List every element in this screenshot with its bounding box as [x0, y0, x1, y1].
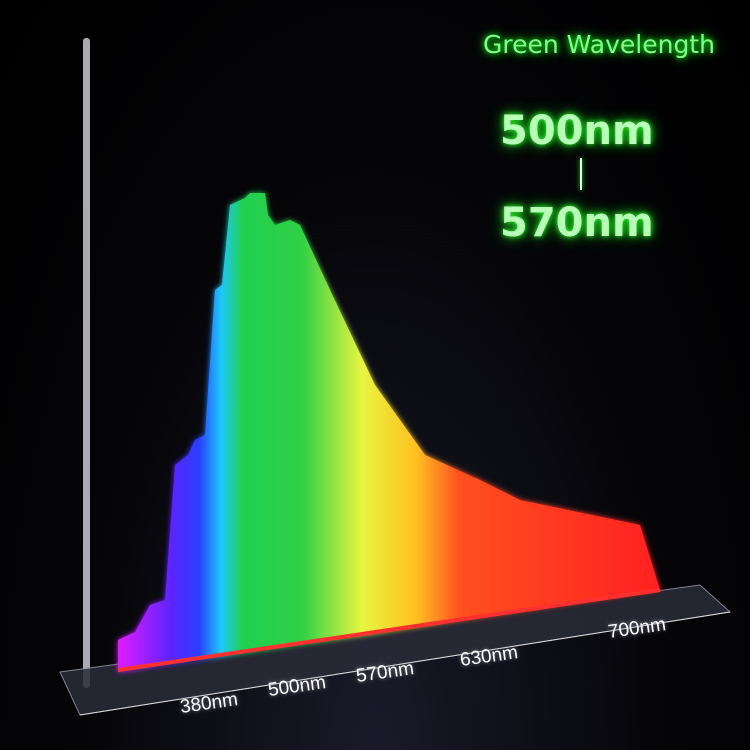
range-end-label: 570nm	[500, 200, 654, 246]
range-separator	[580, 158, 582, 190]
spectrum-baseline	[117, 588, 661, 672]
pole	[83, 38, 90, 688]
spectrum-area	[118, 193, 660, 672]
base-edge	[79, 611, 731, 716]
range-start-label: 500nm	[500, 108, 654, 154]
chart-title: Green Wavelength	[483, 30, 715, 59]
